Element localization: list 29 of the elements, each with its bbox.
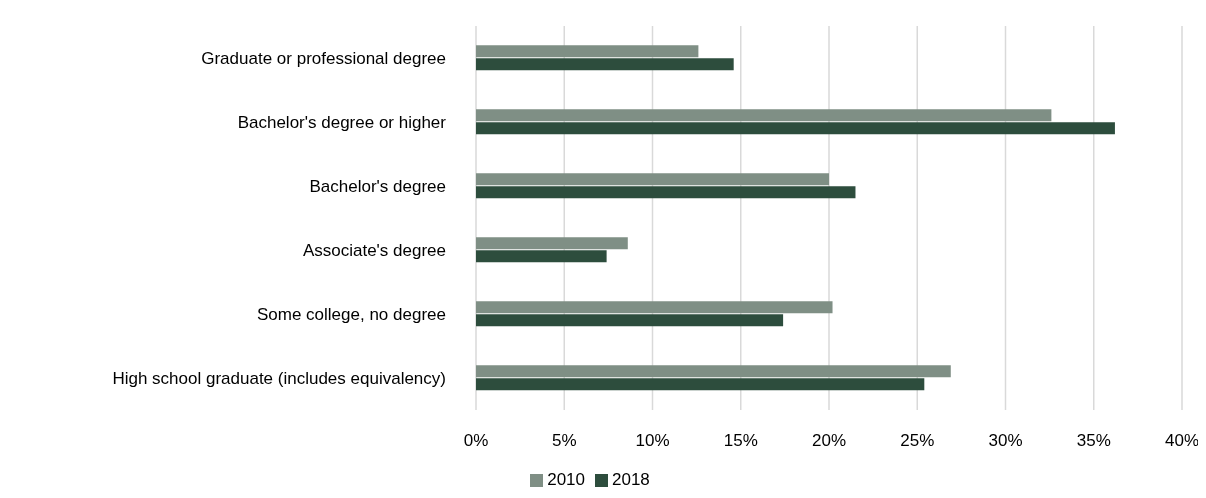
x-tick-label: 5% xyxy=(551,431,577,451)
bar xyxy=(476,109,1052,122)
y-tick-label: High school graduate (includes equivalency) xyxy=(112,369,446,389)
y-tick-label: Graduate or professional degree xyxy=(201,49,446,69)
bar xyxy=(476,45,699,58)
x-tick-label: 30% xyxy=(988,431,1023,451)
y-tick-label: Associate's degree xyxy=(302,241,446,261)
bar xyxy=(476,378,925,391)
bar xyxy=(476,237,628,250)
bar xyxy=(476,314,784,327)
bar xyxy=(476,301,833,314)
y-tick-label: Bachelor's degree or higher xyxy=(237,113,447,133)
bar xyxy=(476,58,734,71)
bar xyxy=(476,122,1115,135)
bar xyxy=(476,365,951,378)
legend-label: 2018 xyxy=(612,470,650,489)
x-tick-label: 35% xyxy=(1076,431,1111,451)
x-tick-label: 20% xyxy=(811,431,847,451)
y-tick-label: Bachelor's degree xyxy=(309,177,446,197)
x-tick-label: 25% xyxy=(900,431,935,451)
x-tick-label: 15% xyxy=(723,431,758,451)
bar xyxy=(476,186,856,199)
bar xyxy=(476,173,829,186)
x-tick-label: 40% xyxy=(1164,431,1200,451)
y-tick-label: Some college, no degree xyxy=(256,305,446,325)
x-tick-label: 0% xyxy=(463,431,489,451)
x-tick-label: 10% xyxy=(635,431,670,451)
legend-label: 2010 xyxy=(547,470,585,489)
bar xyxy=(476,250,607,263)
